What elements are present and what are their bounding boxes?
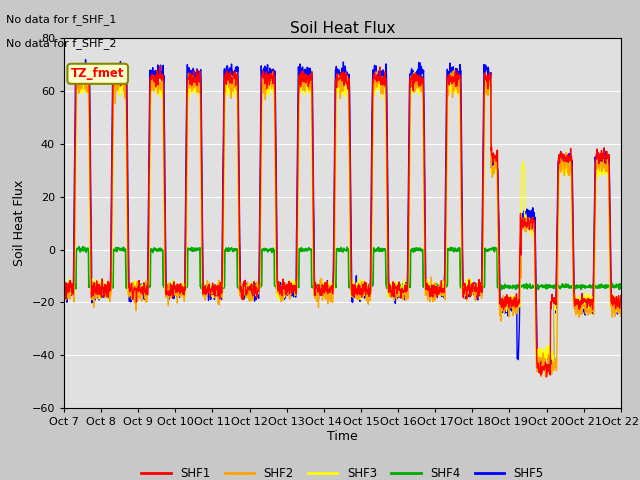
SHF3 bbox=[103, 286, 111, 291]
SHF2 bbox=[297, 85, 305, 91]
SHF1 bbox=[308, 84, 316, 90]
SHF1 bbox=[297, 84, 305, 89]
SHF2 bbox=[318, 286, 326, 292]
SHF5 bbox=[318, 284, 326, 289]
Title: Soil Heat Flux: Soil Heat Flux bbox=[290, 21, 395, 36]
SHF1 bbox=[318, 282, 326, 288]
Line: SHF2: SHF2 bbox=[64, 68, 621, 377]
SHF3 bbox=[617, 301, 625, 307]
SHF2 bbox=[537, 374, 545, 380]
Line: SHF5: SHF5 bbox=[64, 60, 621, 369]
SHF5 bbox=[378, 73, 385, 79]
SHF5 bbox=[82, 57, 90, 62]
Line: SHF3: SHF3 bbox=[64, 76, 621, 364]
Text: No data for f_SHF_2: No data for f_SHF_2 bbox=[6, 38, 117, 49]
Y-axis label: Soil Heat Flux: Soil Heat Flux bbox=[13, 180, 26, 266]
SHF3 bbox=[126, 288, 134, 294]
SHF5 bbox=[297, 68, 305, 74]
SHF4 bbox=[378, 246, 385, 252]
SHF3 bbox=[298, 73, 305, 79]
Legend: SHF1, SHF2, SHF3, SHF4, SHF5: SHF1, SHF2, SHF3, SHF4, SHF5 bbox=[136, 462, 548, 480]
SHF3 bbox=[378, 82, 385, 87]
SHF2 bbox=[103, 292, 111, 298]
SHF4 bbox=[308, 283, 316, 289]
SHF3 bbox=[308, 166, 316, 172]
SHF2 bbox=[60, 281, 68, 287]
SHF4 bbox=[319, 282, 326, 288]
SHF1 bbox=[60, 290, 68, 296]
SHF4 bbox=[312, 287, 320, 293]
SHF2 bbox=[126, 292, 134, 298]
Line: SHF4: SHF4 bbox=[64, 247, 621, 290]
SHF2 bbox=[378, 91, 385, 96]
SHF5 bbox=[536, 366, 543, 372]
SHF2 bbox=[617, 313, 625, 319]
SHF5 bbox=[126, 286, 134, 292]
X-axis label: Time: Time bbox=[327, 430, 358, 443]
SHF3 bbox=[550, 361, 557, 367]
SHF1 bbox=[103, 292, 111, 298]
SHF2 bbox=[308, 122, 316, 128]
SHF5 bbox=[60, 287, 68, 292]
SHF5 bbox=[104, 291, 111, 297]
SHF1 bbox=[617, 293, 625, 299]
SHF1 bbox=[126, 289, 134, 295]
SHF5 bbox=[617, 305, 625, 311]
SHF3 bbox=[296, 85, 304, 91]
SHF3 bbox=[60, 288, 68, 294]
SHF2 bbox=[118, 65, 126, 71]
SHF4 bbox=[79, 244, 87, 250]
SHF5 bbox=[308, 72, 316, 77]
SHF4 bbox=[104, 283, 111, 289]
SHF4 bbox=[126, 284, 134, 289]
SHF1 bbox=[378, 75, 385, 81]
SHF4 bbox=[60, 283, 68, 288]
SHF1 bbox=[543, 374, 550, 380]
Text: TZ_fmet: TZ_fmet bbox=[71, 67, 124, 80]
Text: No data for f_SHF_1: No data for f_SHF_1 bbox=[6, 14, 116, 25]
Line: SHF1: SHF1 bbox=[64, 66, 621, 377]
SHF4 bbox=[297, 247, 305, 252]
SHF3 bbox=[318, 292, 326, 298]
SHF1 bbox=[156, 63, 164, 69]
SHF4 bbox=[617, 285, 625, 291]
